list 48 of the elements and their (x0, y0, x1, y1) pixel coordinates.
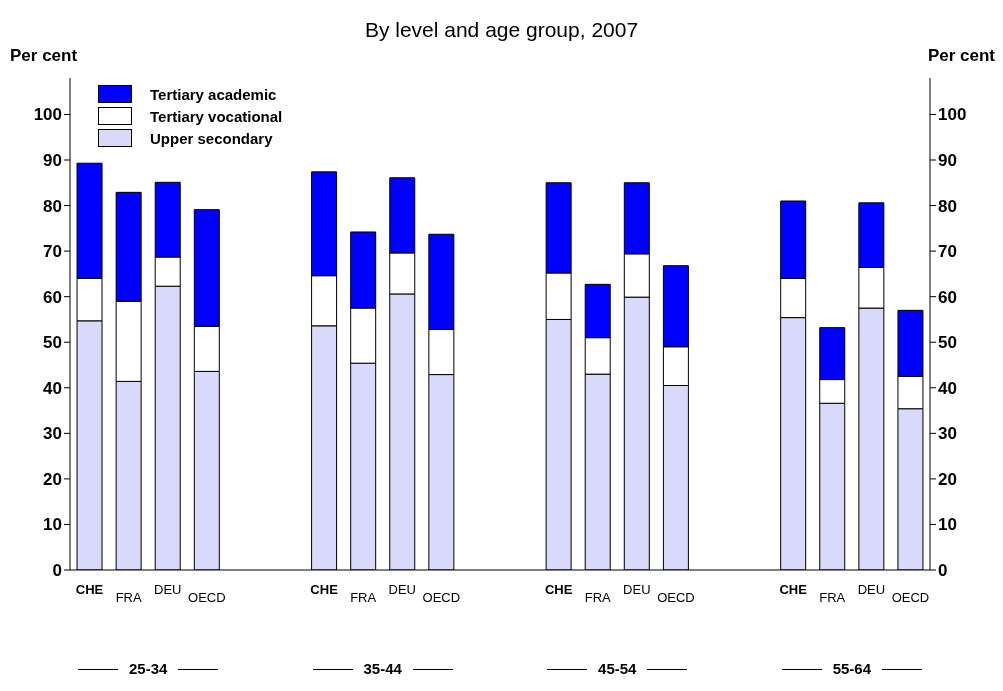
y2-tick-label: 0 (938, 561, 948, 581)
x-tick-label: CHE (779, 582, 808, 597)
y2-tick-label: 100 (938, 105, 967, 125)
y-tick-label: 70 (43, 242, 62, 262)
x-tick-label: OECD (891, 590, 930, 605)
y2-tick-label: 60 (938, 287, 957, 307)
y2-tick-label: 40 (938, 378, 957, 398)
x-tick-label: OECD (657, 590, 695, 605)
y-axis-title: Per cent (10, 46, 78, 66)
text: 55-64 (831, 660, 872, 677)
x-tick-label: FRA (819, 590, 846, 605)
text: 45-54 (597, 660, 638, 677)
x-tick-label: FRA (115, 590, 142, 605)
y-tick-label: 20 (43, 469, 62, 489)
y2-tick-label: 90 (938, 151, 957, 171)
y2-tick-label: 50 (938, 333, 957, 353)
x-tick-label: CHE (310, 582, 339, 597)
y-tick-label: 40 (43, 378, 62, 398)
y-tick-label: 10 (43, 515, 62, 535)
x-tick-label: CHE (544, 582, 573, 597)
x-tick-label: DEU (388, 582, 416, 597)
legend-label: Tertiary academic (150, 85, 277, 103)
y2-tick-label: 70 (938, 242, 957, 262)
y2-tick-label: 10 (938, 515, 957, 535)
x-tick-label: OECD (188, 590, 226, 605)
x-tick-label: FRA (350, 590, 377, 605)
y2-tick-label: 80 (938, 196, 957, 216)
text: 25-34 (128, 660, 169, 677)
y-tick-label: 80 (43, 196, 62, 216)
y-tick-label: 50 (43, 333, 62, 353)
y-tick-label: 0 (52, 561, 62, 581)
x-tick-label: DEU (623, 582, 651, 597)
x-tick-label: FRA (584, 590, 612, 605)
y2-axis-title: Per cent (927, 46, 995, 66)
x-tick-label: OECD (422, 590, 461, 605)
legend-label: Upper secondary (150, 129, 273, 147)
x-tick-label: DEU (154, 582, 182, 597)
x-tick-label: CHE (75, 582, 104, 597)
y-tick-label: 90 (43, 151, 62, 171)
text: 35-44 (362, 660, 403, 677)
y-tick-label: 60 (43, 287, 62, 307)
chart-title: By level and age group, 2007 (363, 18, 640, 42)
y2-tick-label: 20 (938, 469, 957, 489)
y-tick-label: 30 (43, 424, 62, 444)
legend-label: Tertiary vocational (150, 107, 283, 125)
y-tick-label: 100 (33, 105, 62, 125)
y2-tick-label: 30 (938, 424, 957, 444)
x-tick-label: DEU (857, 582, 886, 597)
